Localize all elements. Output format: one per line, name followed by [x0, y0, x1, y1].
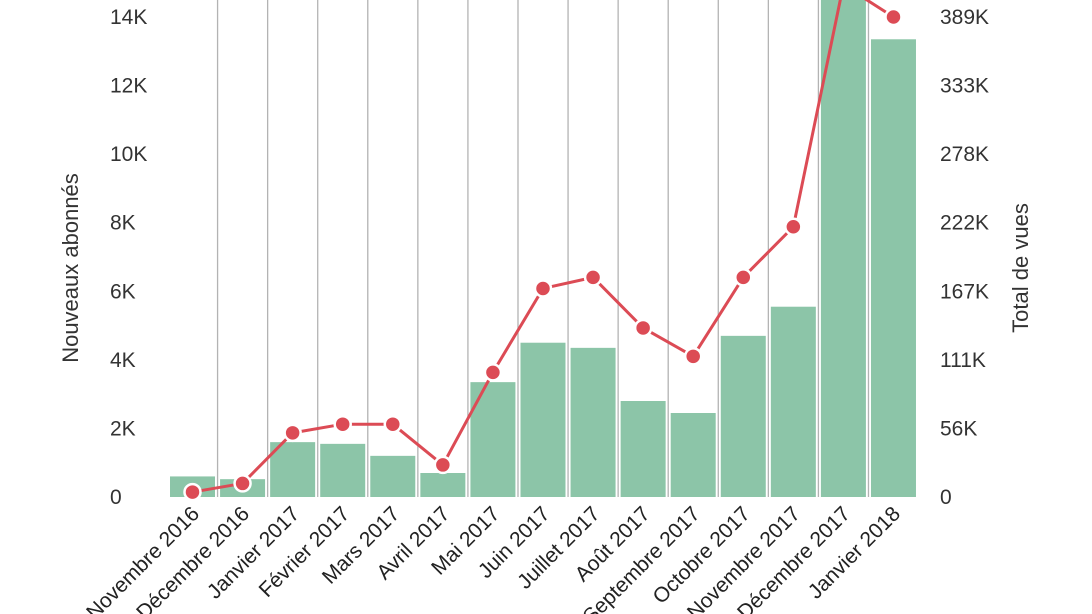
- line-point: [784, 217, 803, 237]
- line-point: [233, 474, 252, 493]
- line-point: [483, 363, 503, 382]
- right-tick-label: 333K: [940, 75, 989, 98]
- right-tick-label: 111K: [940, 349, 986, 372]
- line-point: [683, 347, 703, 366]
- line-point: [884, 7, 903, 27]
- bar: [720, 335, 766, 497]
- bar: [620, 401, 666, 497]
- bar-series: [170, 0, 916, 498]
- right-tick-label: 222K: [940, 212, 989, 235]
- right-axis-title: Total de vues: [1008, 203, 1033, 333]
- left-tick-label: 14K: [110, 6, 147, 29]
- line-point: [333, 414, 352, 434]
- bar: [870, 39, 916, 498]
- bar: [370, 455, 416, 497]
- line-point: [583, 268, 603, 287]
- line-point: [533, 279, 553, 298]
- left-tick-label: 12K: [110, 75, 147, 98]
- line-point: [183, 482, 202, 502]
- left-tick-label: 10K: [110, 143, 147, 166]
- bar: [270, 442, 316, 497]
- line-point: [734, 268, 753, 287]
- bar: [420, 473, 466, 497]
- bar: [670, 413, 716, 497]
- right-axis-ticks: 0 56K 111K 167K 222K 278K 333K 389K: [940, 6, 989, 509]
- right-tick-label: 56K: [940, 417, 977, 440]
- line-point: [283, 423, 302, 443]
- left-tick-label: 8K: [110, 212, 136, 235]
- bar: [520, 342, 566, 497]
- left-tick-label: 0: [110, 486, 122, 509]
- bar: [320, 443, 366, 497]
- bar: [820, 0, 866, 497]
- right-tick-label: 167K: [940, 280, 989, 303]
- left-tick-label: 6K: [110, 280, 136, 303]
- left-axis-title: Nouveaux abonnés: [58, 173, 83, 363]
- line-point: [433, 455, 453, 475]
- line-point: [633, 318, 653, 338]
- left-tick-label: 2K: [110, 417, 136, 440]
- bar: [770, 306, 816, 497]
- right-tick-label: 389K: [940, 6, 989, 29]
- line-point: [383, 414, 403, 434]
- left-axis-ticks: 0 2K 4K 6K 8K 10K 12K 14K: [110, 6, 147, 509]
- right-tick-label: 278K: [940, 143, 989, 166]
- right-tick-label: 0: [940, 486, 952, 509]
- left-tick-label: 4K: [110, 349, 136, 372]
- bar: [570, 347, 616, 497]
- line-series: [183, 0, 903, 502]
- gridlines: [216, 0, 870, 497]
